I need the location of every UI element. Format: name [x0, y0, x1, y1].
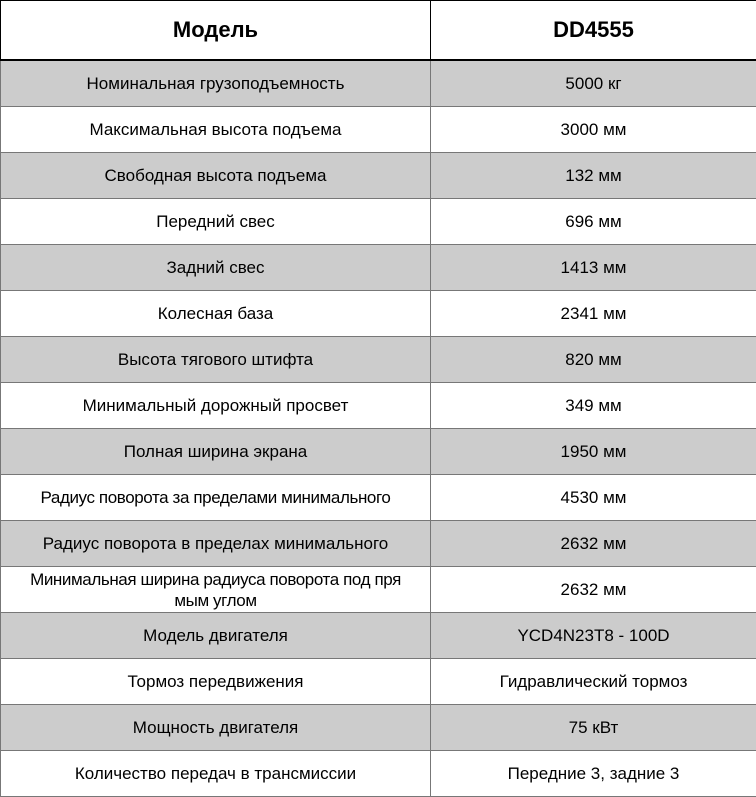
table-row: Максимальная высота подъема 3000 мм [0, 106, 756, 153]
table-row: Модель двигателя YCD4N23T8 - 100D [0, 612, 756, 659]
header-model-label: Модель [0, 0, 431, 61]
spec-label: Колесная база [0, 290, 431, 337]
spec-label: Радиус поворота за пределами минимальног… [0, 474, 431, 521]
spec-label: Количество передач в трансмиссии [0, 750, 431, 797]
spec-value: 4530 мм [430, 474, 756, 521]
spec-value: 820 мм [430, 336, 756, 383]
spec-value: Передние 3, задние 3 [430, 750, 756, 797]
table-row: Количество передач в трансмиссии Передние… [0, 750, 756, 797]
spec-label: Модель двигателя [0, 612, 431, 659]
table-row: Свободная высота подъема 132 мм [0, 152, 756, 199]
spec-value: 132 мм [430, 152, 756, 199]
spec-value: 1413 мм [430, 244, 756, 291]
spec-value: 75 кВт [430, 704, 756, 751]
spec-value: 3000 мм [430, 106, 756, 153]
spec-value: 2632 мм [430, 520, 756, 567]
table-row: Передний свес 696 мм [0, 198, 756, 245]
spec-label: Передний свес [0, 198, 431, 245]
spec-value: 5000 кг [430, 59, 756, 107]
spec-label: Минимальная ширина радиуса поворота под … [0, 566, 431, 613]
spec-value: YCD4N23T8 - 100D [430, 612, 756, 659]
table-row: Задний свес 1413 мм [0, 244, 756, 291]
spec-rows: Номинальная грузоподъемность 5000 кг Макси… [0, 59, 756, 797]
spec-value: Гидравлический тормоз [430, 658, 756, 705]
spec-label: Мощность двигателя [0, 704, 431, 751]
spec-value: 2341 мм [430, 290, 756, 337]
table-row: Номинальная грузоподъемность 5000 кг [0, 59, 756, 107]
header-row: Модель DD4555 [0, 0, 756, 61]
spec-label: Высота тягового штифта [0, 336, 431, 383]
spec-label: Свободная высота подъема [0, 152, 431, 199]
header-model-value: DD4555 [430, 0, 756, 61]
spec-label: Номинальная грузоподъемность [0, 59, 431, 107]
spec-label: Задний свес [0, 244, 431, 291]
spec-label: Радиус поворота в пределах минимального [0, 520, 431, 567]
spec-value: 349 мм [430, 382, 756, 429]
table-row: Высота тягового штифта 820 мм [0, 336, 756, 383]
table-row: Радиус поворота в пределах минимального 2… [0, 520, 756, 567]
table-row: Радиус поворота за пределами минимальног… [0, 474, 756, 521]
spec-value: 696 мм [430, 198, 756, 245]
table-row: Колесная база 2341 мм [0, 290, 756, 337]
spec-label: Максимальная высота подъема [0, 106, 431, 153]
spec-label: Минимальный дорожный просвет [0, 382, 431, 429]
table-row: Минимальный дорожный просвет 349 мм [0, 382, 756, 429]
table-row: Полная ширина экрана 1950 мм [0, 428, 756, 475]
table-row: Мощность двигателя 75 кВт [0, 704, 756, 751]
spec-value: 2632 мм [430, 566, 756, 613]
table-row: Минимальная ширина радиуса поворота под … [0, 566, 756, 613]
spec-label: Полная ширина экрана [0, 428, 431, 475]
table-row: Тормоз передвижения Гидравлический тормоз [0, 658, 756, 705]
spec-label: Тормоз передвижения [0, 658, 431, 705]
spec-value: 1950 мм [430, 428, 756, 475]
